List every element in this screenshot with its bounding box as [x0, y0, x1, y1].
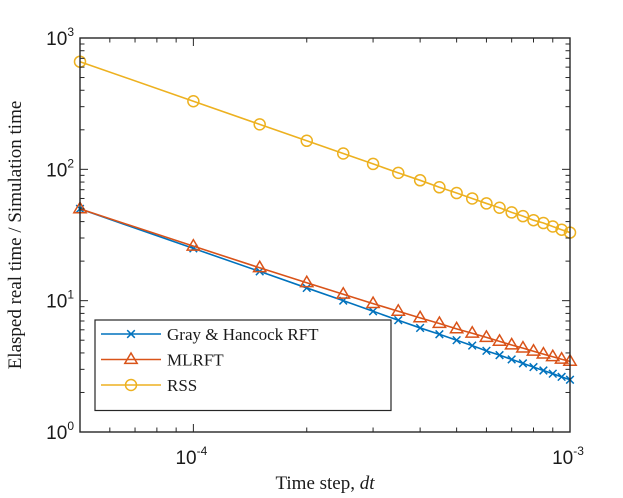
- x-axis-title: Time step, dt: [275, 473, 375, 494]
- y-tick-label-3-exponent: 3: [67, 25, 74, 39]
- data-point-1-11: [478, 329, 494, 343]
- y-tick-label-3: 103: [46, 25, 74, 50]
- series-layer: [72, 55, 578, 385]
- series-line-2: [79, 60, 571, 234]
- data-point-0-7: [415, 323, 425, 333]
- data-point-1-14: [515, 340, 531, 353]
- data-point-2-18: [555, 223, 568, 236]
- y-axis-title: Elasped real time / Simulation time: [5, 101, 26, 370]
- series-0: [75, 204, 575, 385]
- series-line-0: [79, 208, 571, 381]
- data-point-2-6: [392, 166, 405, 180]
- data-point-2-3: [300, 134, 314, 148]
- x-axis-title-text: Time step,: [275, 473, 359, 494]
- y-tick-label-3-base: 10: [46, 29, 67, 50]
- data-point-0-9: [452, 335, 461, 345]
- data-point-2-5: [366, 157, 380, 171]
- legend-item-0: Gray & Hancock RFT: [101, 325, 319, 344]
- data-point-0-18: [557, 372, 566, 382]
- legend-marker-0: [126, 329, 136, 339]
- legend-item-1: MLRFT: [101, 351, 224, 370]
- data-point-1-8: [431, 315, 447, 329]
- series-1: [72, 200, 578, 367]
- data-point-2-10: [465, 192, 479, 205]
- data-point-0-15: [529, 362, 538, 372]
- data-point-0-3: [302, 283, 312, 293]
- series-2: [73, 55, 577, 239]
- series-line-1: [79, 208, 571, 363]
- data-point-1-1: [185, 238, 201, 251]
- x-tick-label-0-base: 10: [175, 448, 196, 469]
- data-point-0-6: [393, 315, 403, 325]
- data-point-2-11: [480, 197, 493, 210]
- legend: Gray & Hancock RFT MLRFT RSS: [94, 319, 392, 412]
- y-tick-label-1: 101: [46, 288, 74, 313]
- data-point-1-13: [504, 336, 520, 350]
- data-point-1-9: [449, 320, 465, 334]
- data-point-1-2: [252, 259, 268, 273]
- data-point-2-8: [433, 181, 446, 194]
- data-point-1-18: [554, 351, 570, 364]
- legend-label-1: MLRFT: [167, 351, 224, 370]
- data-point-1-3: [299, 274, 315, 288]
- y-tick-label-0-exponent: 0: [67, 419, 74, 433]
- legend-box: [94, 319, 392, 412]
- data-point-2-13: [505, 206, 518, 219]
- y-tick-label-0: 100: [46, 419, 74, 444]
- data-point-1-10: [464, 325, 480, 338]
- y-tick-label-1-exponent: 1: [67, 288, 74, 302]
- y-tick-label-0-base: 10: [46, 423, 67, 444]
- y-tick-label-2: 102: [46, 156, 74, 181]
- y-tick-label-1-base: 10: [46, 292, 67, 313]
- x-tick-label-0: 10-4: [175, 444, 207, 469]
- data-point-2-12: [493, 201, 506, 214]
- data-point-1-16: [535, 346, 551, 359]
- data-point-1-5: [365, 295, 381, 309]
- axes-box: [79, 37, 571, 433]
- data-point-2-7: [413, 174, 427, 187]
- data-point-0-12: [495, 350, 504, 360]
- data-point-0-16: [539, 366, 548, 375]
- data-point-2-14: [516, 209, 530, 223]
- data-point-0-11: [482, 346, 491, 356]
- data-point-2-2: [253, 118, 266, 131]
- data-point-1-6: [390, 303, 406, 316]
- data-point-0-10: [467, 341, 477, 350]
- data-point-0-13: [507, 355, 516, 364]
- data-point-2-17: [546, 220, 560, 233]
- data-point-0-14: [518, 359, 528, 368]
- data-point-1-12: [492, 333, 508, 347]
- legend-item-2: RSS: [101, 376, 197, 395]
- x-tick-label-0-exponent: -4: [197, 444, 208, 458]
- y-tick-label-2-exponent: 2: [67, 156, 74, 170]
- legend-marker-1: [123, 351, 139, 365]
- x-tick-label-1: 10-3: [552, 444, 584, 469]
- data-point-1-7: [412, 309, 428, 323]
- legend-label-2: RSS: [167, 376, 197, 395]
- data-point-2-9: [450, 186, 463, 200]
- x-tick-label-1-exponent: -3: [573, 444, 584, 458]
- x-axis-title-var: dt: [360, 473, 376, 494]
- legend-label-0: Gray & Hancock RFT: [167, 325, 319, 344]
- x-tick-label-1-base: 10: [552, 448, 573, 469]
- data-point-0-5: [368, 306, 378, 316]
- data-point-2-4: [336, 147, 350, 160]
- data-point-0-8: [435, 329, 444, 339]
- data-point-1-4: [335, 286, 351, 299]
- data-point-2-1: [187, 94, 200, 108]
- legend-marker-2: [124, 378, 138, 392]
- data-point-1-15: [526, 343, 541, 356]
- y-tick-label-2-base: 10: [46, 160, 67, 181]
- data-point-0-17: [548, 369, 558, 379]
- data-point-1-17: [545, 348, 561, 362]
